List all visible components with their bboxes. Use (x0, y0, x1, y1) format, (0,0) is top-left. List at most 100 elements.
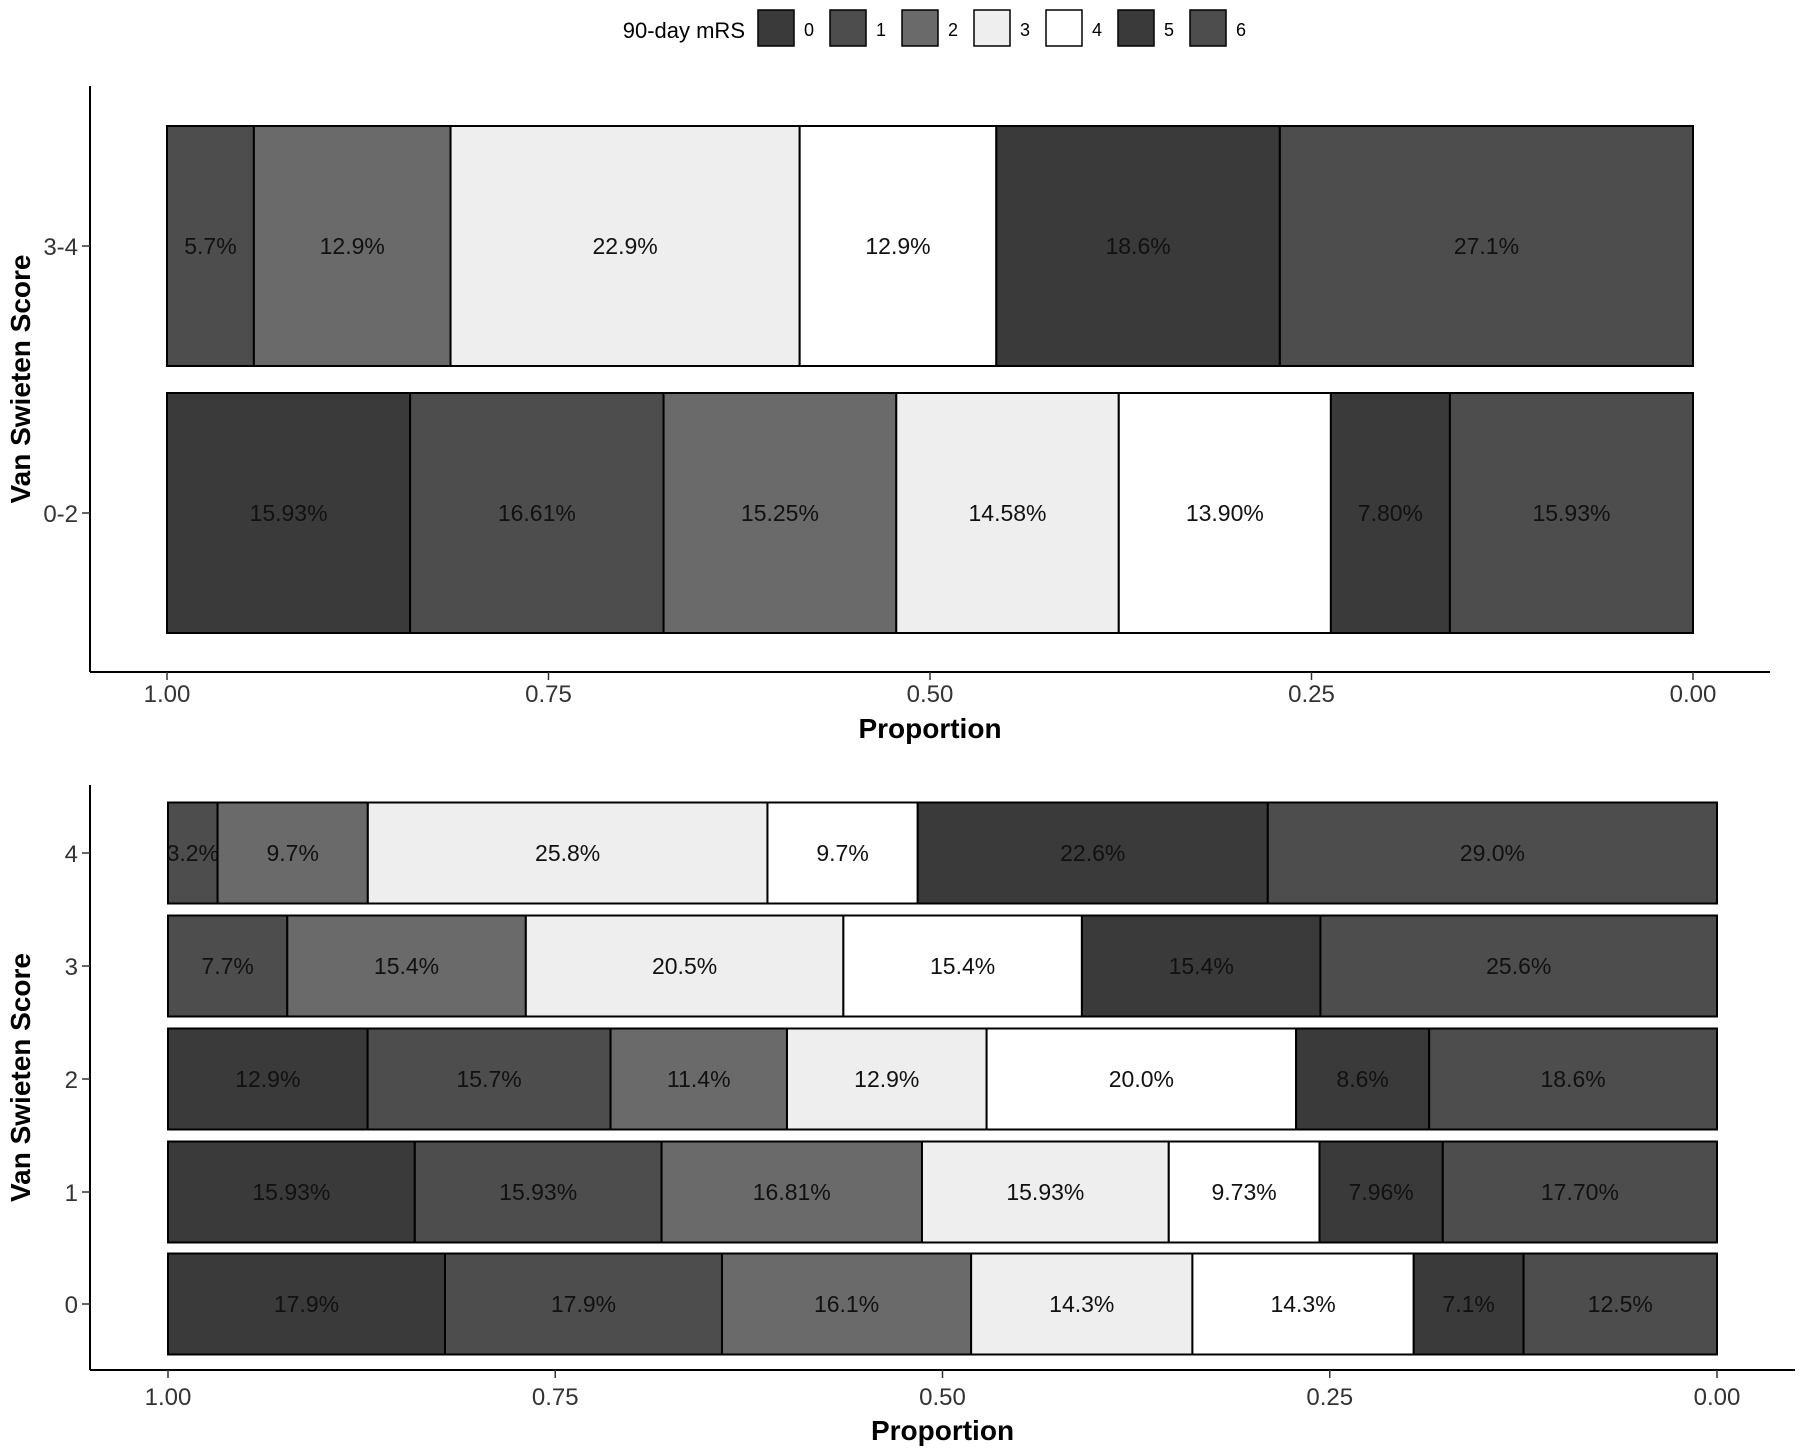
data-label-2-mrs-0: 12.9% (235, 1066, 300, 1092)
data-label-3-mrs-6: 25.6% (1486, 953, 1551, 979)
data-label-0-mrs-3: 14.3% (1049, 1291, 1114, 1317)
bar-segment-1-mrs-1 (413, 1140, 663, 1244)
bar-segment-3-4-mrs-4 (798, 125, 998, 367)
data-label-0-mrs-4: 14.3% (1270, 1291, 1335, 1317)
data-label-0-2-mrs-1: 16.61% (498, 500, 576, 526)
data-label-3-mrs-2: 15.4% (374, 953, 439, 979)
legend-label-1: 1 (876, 20, 886, 40)
x-tick-label-0.50: 0.50 (907, 681, 954, 708)
chart-panel-bottom: 3.2% 9.7% 25.8% 9.7% 22.6% 29.0% 4 7.7% 15.4% 2 0.… (5, 785, 1795, 1446)
data-label-3-4-mrs-6: 27.1% (1454, 233, 1519, 259)
data-label-1-mrs-4: 9.73% (1212, 1179, 1277, 1205)
bar-segment-0-2-mrs-6 (1448, 392, 1694, 634)
legend-swatch-1 (829, 9, 867, 47)
data-label-4-mrs-2: 9.7% (266, 840, 318, 866)
data-label-0-2-mrs-4: 13.90% (1186, 500, 1264, 526)
bar-segment-2-mrs-0 (167, 1027, 369, 1131)
bar-segment-3-mrs-2 (286, 914, 527, 1018)
data-label-1-mrs-3: 15.93% (1006, 1179, 1084, 1205)
y-tick-label-3: 3 (65, 954, 78, 981)
data-label-3-4-mrs-1: 5.7% (184, 233, 236, 259)
y-tick-label-0-2: 0-2 (43, 501, 78, 528)
data-label-4-mrs-4: 9.7% (816, 840, 868, 866)
bar-segment-3-mrs-1 (167, 914, 289, 1018)
data-label-1-mrs-0: 15.93% (252, 1179, 330, 1205)
data-label-4-mrs-6: 29.0% (1460, 840, 1525, 866)
bar-segment-3-mrs-5 (1080, 914, 1322, 1018)
data-label-3-4-mrs-5: 18.6% (1105, 233, 1170, 259)
bar-segment-3-4-mrs-1 (166, 125, 255, 367)
y-tick-label-3-4: 3-4 (43, 234, 78, 261)
legend-label-4: 4 (1092, 20, 1102, 40)
bar-segment-0-2-mrs-4 (1117, 392, 1332, 634)
data-label-4-mrs-5: 22.6% (1060, 840, 1125, 866)
bar-segment-1-mrs-6 (1441, 1140, 1718, 1244)
bar-segment-4-mrs-4 (766, 801, 919, 905)
data-label-2-mrs-2: 11.4% (667, 1066, 731, 1092)
data-label-2-mrs-5: 8.6% (1336, 1066, 1388, 1092)
bar-segment-3-mrs-6 (1319, 914, 1719, 1018)
data-label-1-mrs-6: 17.70% (1541, 1179, 1619, 1205)
bar-segment-0-2-mrs-0 (166, 392, 412, 634)
bar-segment-1-mrs-4 (1167, 1140, 1321, 1244)
bar-segment-2-mrs-6 (1428, 1027, 1718, 1131)
data-label-0-2-mrs-3: 14.58% (969, 500, 1047, 526)
legend-swatch-6 (1189, 9, 1227, 47)
bar-segment-0-mrs-2 (720, 1252, 973, 1356)
bar-segment-0-2-mrs-1 (409, 392, 665, 634)
legend-swatch-3 (973, 9, 1011, 47)
data-label-3-4-mrs-4: 12.9% (865, 233, 930, 259)
y-tick-label-0: 0 (65, 1292, 78, 1319)
data-label-3-4-mrs-3: 22.9% (592, 233, 657, 259)
bar-segment-4-mrs-6 (1266, 801, 1719, 905)
data-label-0-mrs-1: 17.9% (551, 1291, 616, 1317)
legend-title: 90-day mRS (623, 18, 745, 43)
y-tick-label-2: 2 (65, 1067, 78, 1094)
y-axis-title: Van Swieten Score (5, 255, 36, 504)
bar-segment-0-mrs-5 (1412, 1252, 1525, 1356)
legend-label-6: 6 (1236, 20, 1246, 40)
bar-segment-0-2-mrs-5 (1329, 392, 1451, 634)
data-label-3-mrs-4: 15.4% (930, 953, 995, 979)
legend-label-2: 2 (948, 20, 958, 40)
data-label-4-mrs-3: 25.8% (535, 840, 600, 866)
data-label-0-2-mrs-0: 15.93% (250, 500, 328, 526)
x-tick-label-0.25: 0.25 (1288, 681, 1335, 708)
y-tick-label-1: 1 (65, 1180, 78, 1207)
x-tick-label-0.00: 0.00 (1670, 681, 1717, 708)
bar-segment-4-mrs-1 (167, 801, 219, 905)
legend-swatch-5 (1117, 9, 1155, 47)
data-label-1-mrs-2: 16.81% (753, 1179, 831, 1205)
bar-segment-1-mrs-0 (167, 1140, 416, 1244)
data-label-2-mrs-3: 12.9% (854, 1066, 919, 1092)
data-label-0-mrs-6: 12.5% (1588, 1291, 1653, 1317)
y-tick-label-4: 4 (65, 841, 78, 868)
legend: 90-day mRS 0 1 2 3 4 5 6 (623, 9, 1246, 47)
legend-swatch-2 (901, 9, 939, 47)
bar-segment-4-mrs-2 (216, 801, 369, 905)
chart-panel-top: 5.7% 12.9% 22.9% 12.9% 18.6% 27.1% 3-4 15.93% 16… (5, 86, 1770, 744)
data-label-2-mrs-6: 18.6% (1540, 1066, 1605, 1092)
bar-segment-1-mrs-2 (660, 1140, 923, 1244)
data-label-0-mrs-5: 7.1% (1442, 1291, 1494, 1317)
x-tick-label-0.50: 0.50 (919, 1384, 966, 1411)
data-label-2-mrs-1: 15.7% (456, 1066, 521, 1092)
bar-segment-4-mrs-5 (916, 801, 1269, 905)
x-tick-label-0.75: 0.75 (525, 681, 572, 708)
x-tick-label-0.25: 0.25 (1306, 1384, 1353, 1411)
bar-segment-3-4-mrs-2 (252, 125, 452, 367)
data-label-0-2-mrs-2: 15.25% (741, 500, 819, 526)
data-label-3-mrs-1: 7.7% (201, 953, 253, 979)
legend-swatch-4 (1045, 9, 1083, 47)
bar-segment-0-2-mrs-3 (895, 392, 1120, 634)
data-label-4-mrs-1: 3.2% (167, 840, 219, 866)
bar-segment-3-4-mrs-3 (449, 125, 801, 367)
bar-segment-2-mrs-5 (1295, 1027, 1431, 1131)
x-tick-label-0.00: 0.00 (1694, 1384, 1741, 1411)
bar-segment-3-mrs-3 (524, 914, 845, 1018)
data-label-1-mrs-1: 15.93% (499, 1179, 577, 1205)
bar-segment-4-mrs-3 (366, 801, 769, 905)
data-label-3-mrs-5: 15.4% (1169, 953, 1234, 979)
x-tick-label-0.75: 0.75 (532, 1384, 579, 1411)
legend-label-3: 3 (1020, 20, 1030, 40)
